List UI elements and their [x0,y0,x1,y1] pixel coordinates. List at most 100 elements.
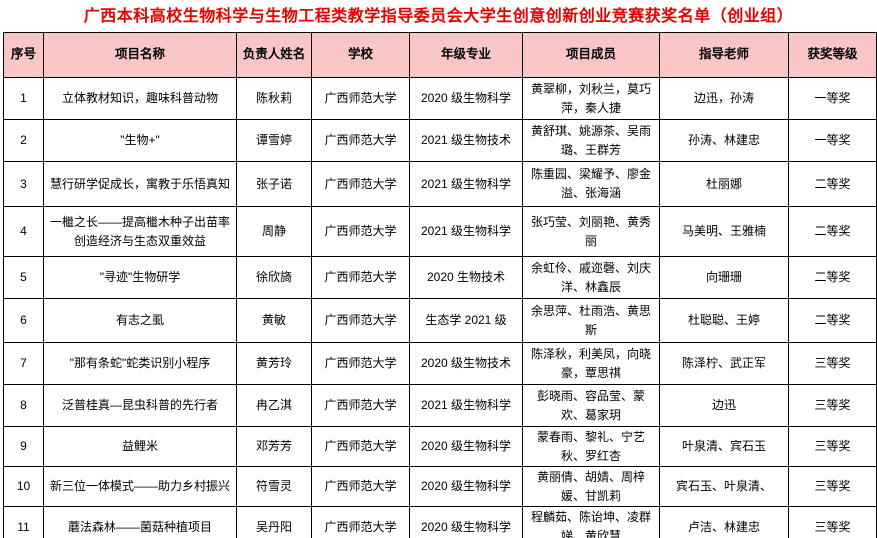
cell-school: 广西师范大学 [311,161,410,207]
cell-award: 一等奖 [788,119,877,162]
cell-leader: 符雪灵 [236,466,312,508]
cell-advisors: 宾石玉、叶泉清、 [659,466,789,508]
column-header-school: 学校 [311,32,410,78]
cell-advisors: 边迅 [659,384,789,427]
cell-grade: 生态学 2021 级 [409,298,523,343]
cell-no: 7 [3,342,44,385]
table-row: 8 泛普桂真—昆虫科普的先行者 冉乙淇 广西师范大学 2021 级生物科学 彭晓雨、容品莹… [3,384,877,427]
cell-leader: 邓芳芳 [236,425,312,468]
column-header-project: 项目名称 [43,32,237,78]
cell-no: 2 [3,119,44,162]
column-header-award: 获奖等级 [788,32,877,78]
cell-project: 慧行研学促成长，寓教于乐悟真知 [43,161,237,207]
cell-award: 二等奖 [788,161,877,207]
cell-award: 二等奖 [788,256,877,299]
table-row: 6 有志之虱 黄敏 广西师范大学 生态学 2021 级余思萍、杜雨浩、黄思斯 杜聪聪、王婷… [3,298,877,343]
cell-school: 广西师范大学 [311,466,410,508]
table-row: 1 立体教材知识，趣味科普动物 陈秋莉 广西师范大学 2020 级生物科学 黄翠柳，刘秋兰… [3,77,877,120]
column-header-members: 项目成员 [522,32,660,78]
cell-school: 广西师范大学 [311,425,410,468]
cell-school: 广西师范大学 [311,206,410,257]
cell-members: 陈泽秋，利美凤，向晓豪，覃思祺 [522,342,660,385]
cell-advisors: 马美明、王雅楠 [659,206,789,257]
cell-no: 8 [3,384,44,427]
table-row: 7 "那有条蛇"蛇类识别小程序 黄芳玲 广西师范大学 2020 级生物技术 陈泽秋，利美凤… [3,342,877,385]
cell-project: 泛普桂真—昆虫科普的先行者 [43,384,237,427]
cell-advisors: 向珊珊 [659,256,789,299]
cell-members: 蒙春雨、黎礼、宁艺秋、罗红杏 [522,425,660,468]
cell-grade: 2020 级生物科学 [409,466,523,508]
cell-project: 立体教材知识，趣味科普动物 [43,77,237,120]
cell-members: 余虹伶、戚迩磬、刘庆洋、林鑫辰 [522,256,660,299]
cell-award: 三等奖 [788,384,877,427]
cell-advisors: 叶泉清、宾石玉 [659,425,789,468]
cell-no: 10 [3,466,44,508]
cell-project: "生物+" [43,119,237,162]
table-row: 3 慧行研学促成长，寓教于乐悟真知 张子诺 广西师范大学 2021 级生物科学 陈重园、梁… [3,161,877,207]
cell-project: 有志之虱 [43,298,237,343]
cell-members: 黄翠柳，刘秋兰，莫巧萍，秦人捷 [522,77,660,120]
cell-grade: 2021 级生物科学 [409,384,523,427]
cell-no: 5 [3,256,44,299]
column-header-grade: 年级专业 [409,32,523,78]
cell-members: 彭晓雨、容品莹、蒙欢、葛家玥 [522,384,660,427]
table-row: 9 益鲤米 邓芳芳 广西师范大学 2020 级生物科学 蒙春雨、黎礼、宁艺秋、罗红杏 叶泉清… [3,425,877,468]
cell-award: 三等奖 [788,506,877,538]
award-table: 序号 项目名称 负责人姓名 学校 年级专业 项目成员 指导老师 获奖等级 1 立体教材知识，趣味… [3,32,877,538]
cell-grade: 2020 级生物科学 [409,425,523,468]
table-row: 11 蘑法森林——菌菇种植项目 吴丹阳 广西师范大学 2020 级生物科学 程麟茹、陈诒坤… [3,506,877,538]
cell-no: 9 [3,425,44,468]
cell-grade: 2020 级生物科学 [409,77,523,120]
cell-school: 广西师范大学 [311,298,410,343]
cell-advisors: 孙涛、林建忠 [659,119,789,162]
cell-members: 黄舒琪、姚源茶、吴雨璐、王群芳 [522,119,660,162]
table-row: 10 新三位一体模式——助力乡村振兴 符雪灵 广西师范大学 2020 级生物科学 黄丽倩、… [3,466,877,508]
cell-project: 蘑法森林——菌菇种植项目 [43,506,237,538]
table-header-row: 序号 项目名称 负责人姓名 学校 年级专业 项目成员 指导老师 获奖等级 [3,32,877,78]
column-header-no: 序号 [3,32,44,78]
cell-school: 广西师范大学 [311,256,410,299]
cell-members: 黄丽倩、胡婧、周梓媛、甘凯莉 [522,466,660,508]
cell-leader: 张子诺 [236,161,312,207]
cell-leader: 吴丹阳 [236,506,312,538]
cell-leader: 周静 [236,206,312,257]
cell-no: 4 [3,206,44,257]
cell-members: 程麟茹、陈诒坤、凌群娣、黄欣慧 [522,506,660,538]
table-row: 4 一檵之长——提高檵木种子出苗率创造经济与生态双重效益 周静 广西师范大学 2021 … [3,206,877,257]
cell-award: 一等奖 [788,77,877,120]
cell-school: 广西师范大学 [311,384,410,427]
cell-award: 二等奖 [788,206,877,257]
cell-leader: 陈秋莉 [236,77,312,120]
cell-advisors: 杜聪聪、王婷 [659,298,789,343]
cell-members: 余思萍、杜雨浩、黄思斯 [522,298,660,343]
cell-grade: 2020 级生物技术 [409,342,523,385]
cell-leader: 冉乙淇 [236,384,312,427]
cell-advisors: 边迅，孙涛 [659,77,789,120]
cell-leader: 徐欣旖 [236,256,312,299]
cell-leader: 谭雪婷 [236,119,312,162]
table-row: 2 "生物+" 谭雪婷 广西师范大学 2021 级生物技术 黄舒琪、姚源茶、吴雨璐、王群芳… [3,119,877,162]
cell-school: 广西师范大学 [311,119,410,162]
cell-school: 广西师范大学 [311,77,410,120]
cell-members: 陈重园、梁耀予、廖金溢、张海涵 [522,161,660,207]
cell-grade: 2021 级生物技术 [409,119,523,162]
cell-project: "寻迹"生物研学 [43,256,237,299]
cell-project: 一檵之长——提高檵木种子出苗率创造经济与生态双重效益 [43,206,237,257]
cell-school: 广西师范大学 [311,506,410,538]
column-header-leader: 负责人姓名 [236,32,312,78]
column-header-advisors: 指导老师 [659,32,789,78]
cell-leader: 黄敏 [236,298,312,343]
cell-award: 二等奖 [788,298,877,343]
cell-grade: 2021 级生物科学 [409,161,523,207]
cell-award: 三等奖 [788,342,877,385]
cell-no: 11 [3,506,44,538]
cell-project: 益鲤米 [43,425,237,468]
cell-award: 三等奖 [788,425,877,468]
cell-advisors: 陈泽柠、武正军 [659,342,789,385]
cell-advisors: 杜丽娜 [659,161,789,207]
cell-no: 6 [3,298,44,343]
cell-project: 新三位一体模式——助力乡村振兴 [43,466,237,508]
cell-no: 3 [3,161,44,207]
cell-grade: 2021 级生物科学 [409,206,523,257]
